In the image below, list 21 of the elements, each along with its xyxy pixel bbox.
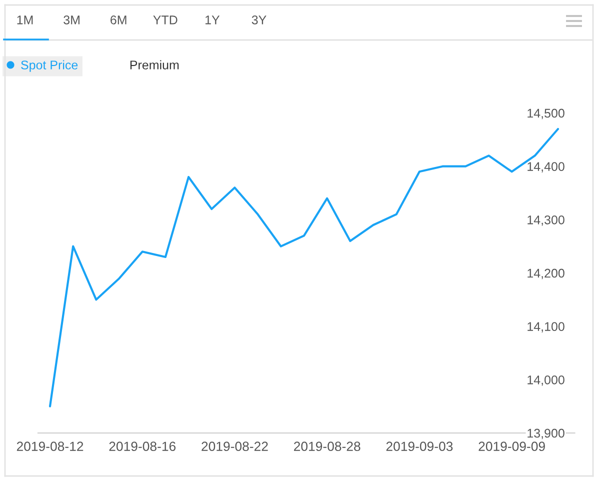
text: 1M <box>17 16 33 24</box>
x-tick-label: 2019-09-09 <box>478 442 545 452</box>
x-tick-label: 2019-08-16 <box>109 442 176 452</box>
text: 6M <box>110 16 126 24</box>
x-tick-label: 2019-09-03 <box>386 442 453 452</box>
y-tick-label: 14,200 <box>528 268 564 280</box>
y-tick-label: 14,500 <box>528 108 564 120</box>
y-tick-label: 14,000 <box>528 375 564 386</box>
x-tick-label: 2019-08-22 <box>202 442 268 452</box>
x-tick-label: 2019-08-28 <box>294 442 360 452</box>
y-tick-label: 14,300 <box>528 215 564 226</box>
y-tick-label: 14,100 <box>528 322 564 332</box>
text: 1Y <box>206 16 220 24</box>
x-tick-label: 2019-08-12 <box>16 442 84 452</box>
y-tick-label: 14,400 <box>528 162 564 172</box>
text: YTD <box>153 16 178 24</box>
text: Premium <box>130 60 179 70</box>
y-tick-label: 13,900 <box>528 428 564 440</box>
text: 3Y <box>252 16 266 24</box>
legend-label: Spot Price <box>21 60 78 72</box>
text: 3M <box>64 16 80 24</box>
